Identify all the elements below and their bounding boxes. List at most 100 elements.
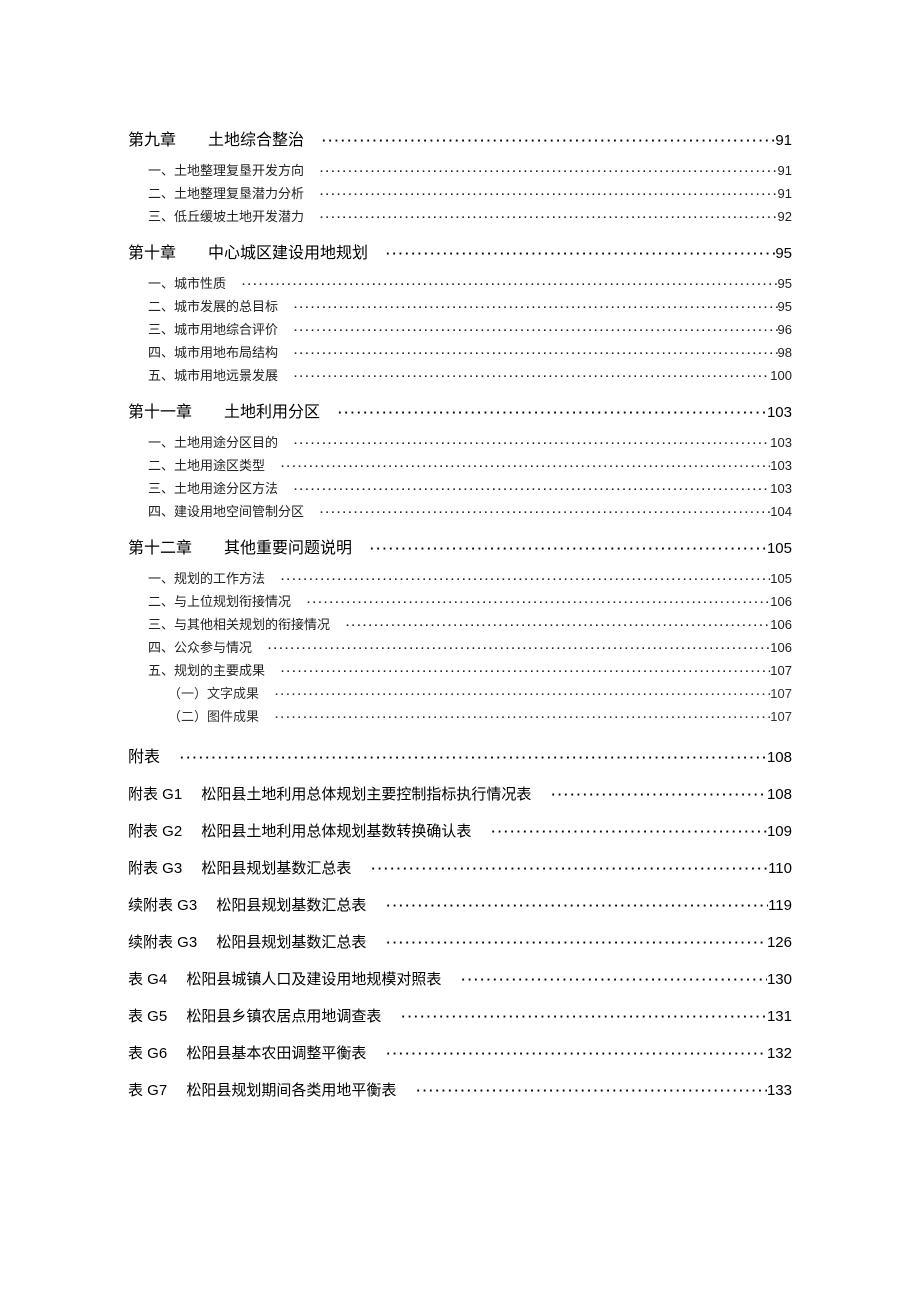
toc-leader	[371, 860, 768, 877]
toc-leader	[294, 299, 778, 314]
toc-leader	[275, 709, 770, 724]
toc-label: 表 G6 松阳县基本农田调整平衡表	[128, 1042, 386, 1063]
toc-label: 四、公众参与情况	[148, 637, 268, 656]
toc-root: 第九章 土地综合整治91一、土地整理复垦开发方向91二、土地整理复垦潜力分析91…	[128, 126, 792, 1100]
toc-page: 130	[767, 971, 792, 988]
toc-page: 103	[770, 435, 792, 450]
toc-leader	[242, 276, 778, 291]
toc-row: 附表 G3 松阳县规划基数汇总表110	[128, 857, 792, 878]
toc-leader	[307, 594, 770, 609]
toc-page: 131	[767, 1008, 792, 1025]
toc-label: 三、土地用途分区方法	[148, 478, 294, 497]
toc-leader	[180, 749, 767, 767]
toc-page: 109	[767, 823, 792, 840]
toc-leader	[386, 934, 767, 951]
toc-label: （二）图件成果	[168, 706, 275, 725]
toc-page: 92	[778, 209, 792, 224]
toc-page: 91	[775, 132, 792, 149]
toc-leader	[320, 504, 770, 519]
toc-leader	[386, 1045, 767, 1062]
toc-row: 附表108	[128, 743, 792, 767]
toc-page: 106	[770, 640, 792, 655]
toc-row: 第十章 中心城区建设用地规划 95	[128, 239, 792, 263]
toc-label: 续附表 G3 松阳县规划基数汇总表	[128, 931, 386, 952]
toc-page: 132	[767, 1045, 792, 1062]
toc-leader	[294, 435, 770, 450]
toc-page: 103	[770, 481, 792, 496]
toc-page: 103	[767, 404, 792, 421]
toc-label: 五、规划的主要成果	[148, 660, 281, 679]
toc-page: 107	[770, 663, 792, 678]
toc-row: 二、城市发展的总目标 95	[128, 296, 792, 315]
toc-leader	[322, 132, 775, 150]
toc-label: 附表 G3 松阳县规划基数汇总表	[128, 857, 371, 878]
toc-label: 续附表 G3 松阳县规划基数汇总表	[128, 894, 386, 915]
toc-row: 二、土地整理复垦潜力分析91	[128, 183, 792, 202]
toc-row: 三、土地用途分区方法 103	[128, 478, 792, 497]
toc-label: 第十一章 土地利用分区	[128, 398, 338, 422]
toc-label: 四、建设用地空间管制分区	[148, 501, 320, 520]
toc-leader	[338, 404, 767, 422]
toc-row: 二、土地用途区类型103	[128, 455, 792, 474]
toc-leader	[551, 786, 767, 803]
toc-label: 二、土地用途区类型	[148, 455, 281, 474]
toc-row: 第九章 土地综合整治 91	[128, 126, 792, 150]
toc-row: 二、与上位规划衔接情况 106	[128, 591, 792, 610]
toc-page: 91	[778, 186, 792, 201]
toc-row: 附表 G2 松阳县土地利用总体规划基数转换确认表 109	[128, 820, 792, 841]
toc-row: 四、建设用地空间管制分区 104	[128, 501, 792, 520]
toc-row: 四、城市用地布局结构 98	[128, 342, 792, 361]
toc-row: 表 G5 松阳县乡镇农居点用地调查表131	[128, 1005, 792, 1026]
toc-leader	[275, 686, 770, 701]
toc-leader	[281, 571, 770, 586]
toc-page: 105	[770, 571, 792, 586]
toc-label: 一、规划的工作方法	[148, 568, 281, 587]
toc-label: 附表 G1 松阳县土地利用总体规划主要控制指标执行情况表	[128, 783, 551, 804]
toc-row: 第十二章 其他重要问题说明105	[128, 534, 792, 558]
toc-row: 三、低丘缓坡土地开发潜力92	[128, 206, 792, 225]
toc-leader	[461, 971, 767, 988]
toc-label: 一、土地整理复垦开发方向	[148, 160, 320, 179]
toc-label: （一）文字成果	[168, 683, 275, 702]
toc-page: 119	[768, 897, 792, 914]
toc-row: （二）图件成果 107	[128, 706, 792, 725]
toc-page: 106	[770, 594, 792, 609]
toc-label: 五、城市用地远景发展	[148, 365, 294, 384]
toc-page: 126	[767, 934, 792, 951]
toc-label: 附表 G2 松阳县土地利用总体规划基数转换确认表	[128, 820, 491, 841]
toc-label: 表 G4 松阳县城镇人口及建设用地规模对照表	[128, 968, 461, 989]
toc-page: 107	[770, 686, 792, 701]
toc-row: 续附表 G3 松阳县规划基数汇总表 119	[128, 894, 792, 915]
toc-leader	[346, 617, 770, 632]
toc-row: 三、城市用地综合评价96	[128, 319, 792, 338]
toc-page: 95	[775, 245, 792, 262]
toc-label: 第十二章 其他重要问题说明	[128, 534, 370, 558]
toc-leader	[281, 663, 770, 678]
toc-page: 98	[778, 345, 792, 360]
toc-page: 106	[770, 617, 792, 632]
toc-page: 95	[778, 276, 792, 291]
toc-row: 一、城市性质95	[128, 273, 792, 292]
toc-row: 四、公众参与情况 106	[128, 637, 792, 656]
toc-page: 95	[778, 299, 792, 314]
toc-leader	[281, 458, 770, 473]
toc-label: 二、城市发展的总目标	[148, 296, 294, 315]
toc-row: 附表 G1 松阳县土地利用总体规划主要控制指标执行情况表108	[128, 783, 792, 804]
toc-label: 二、与上位规划衔接情况	[148, 591, 307, 610]
toc-label: 第九章 土地综合整治	[128, 126, 322, 150]
toc-leader	[294, 322, 778, 337]
toc-label: 四、城市用地布局结构	[148, 342, 294, 361]
toc-row: 一、土地用途分区目的103	[128, 432, 792, 451]
toc-row: 表 G4 松阳县城镇人口及建设用地规模对照表 130	[128, 968, 792, 989]
toc-row: 第十一章 土地利用分区 103	[128, 398, 792, 422]
toc-page: 107	[770, 709, 792, 724]
toc-page: 108	[767, 749, 792, 766]
toc-leader	[416, 1082, 767, 1099]
toc-label: 三、城市用地综合评价	[148, 319, 294, 338]
toc-label: 第十章 中心城区建设用地规划	[128, 239, 386, 263]
toc-row: （一）文字成果 107	[128, 683, 792, 702]
toc-page: 104	[770, 504, 792, 519]
toc-leader	[370, 540, 767, 558]
toc-leader	[491, 823, 767, 840]
toc-leader	[386, 245, 775, 263]
